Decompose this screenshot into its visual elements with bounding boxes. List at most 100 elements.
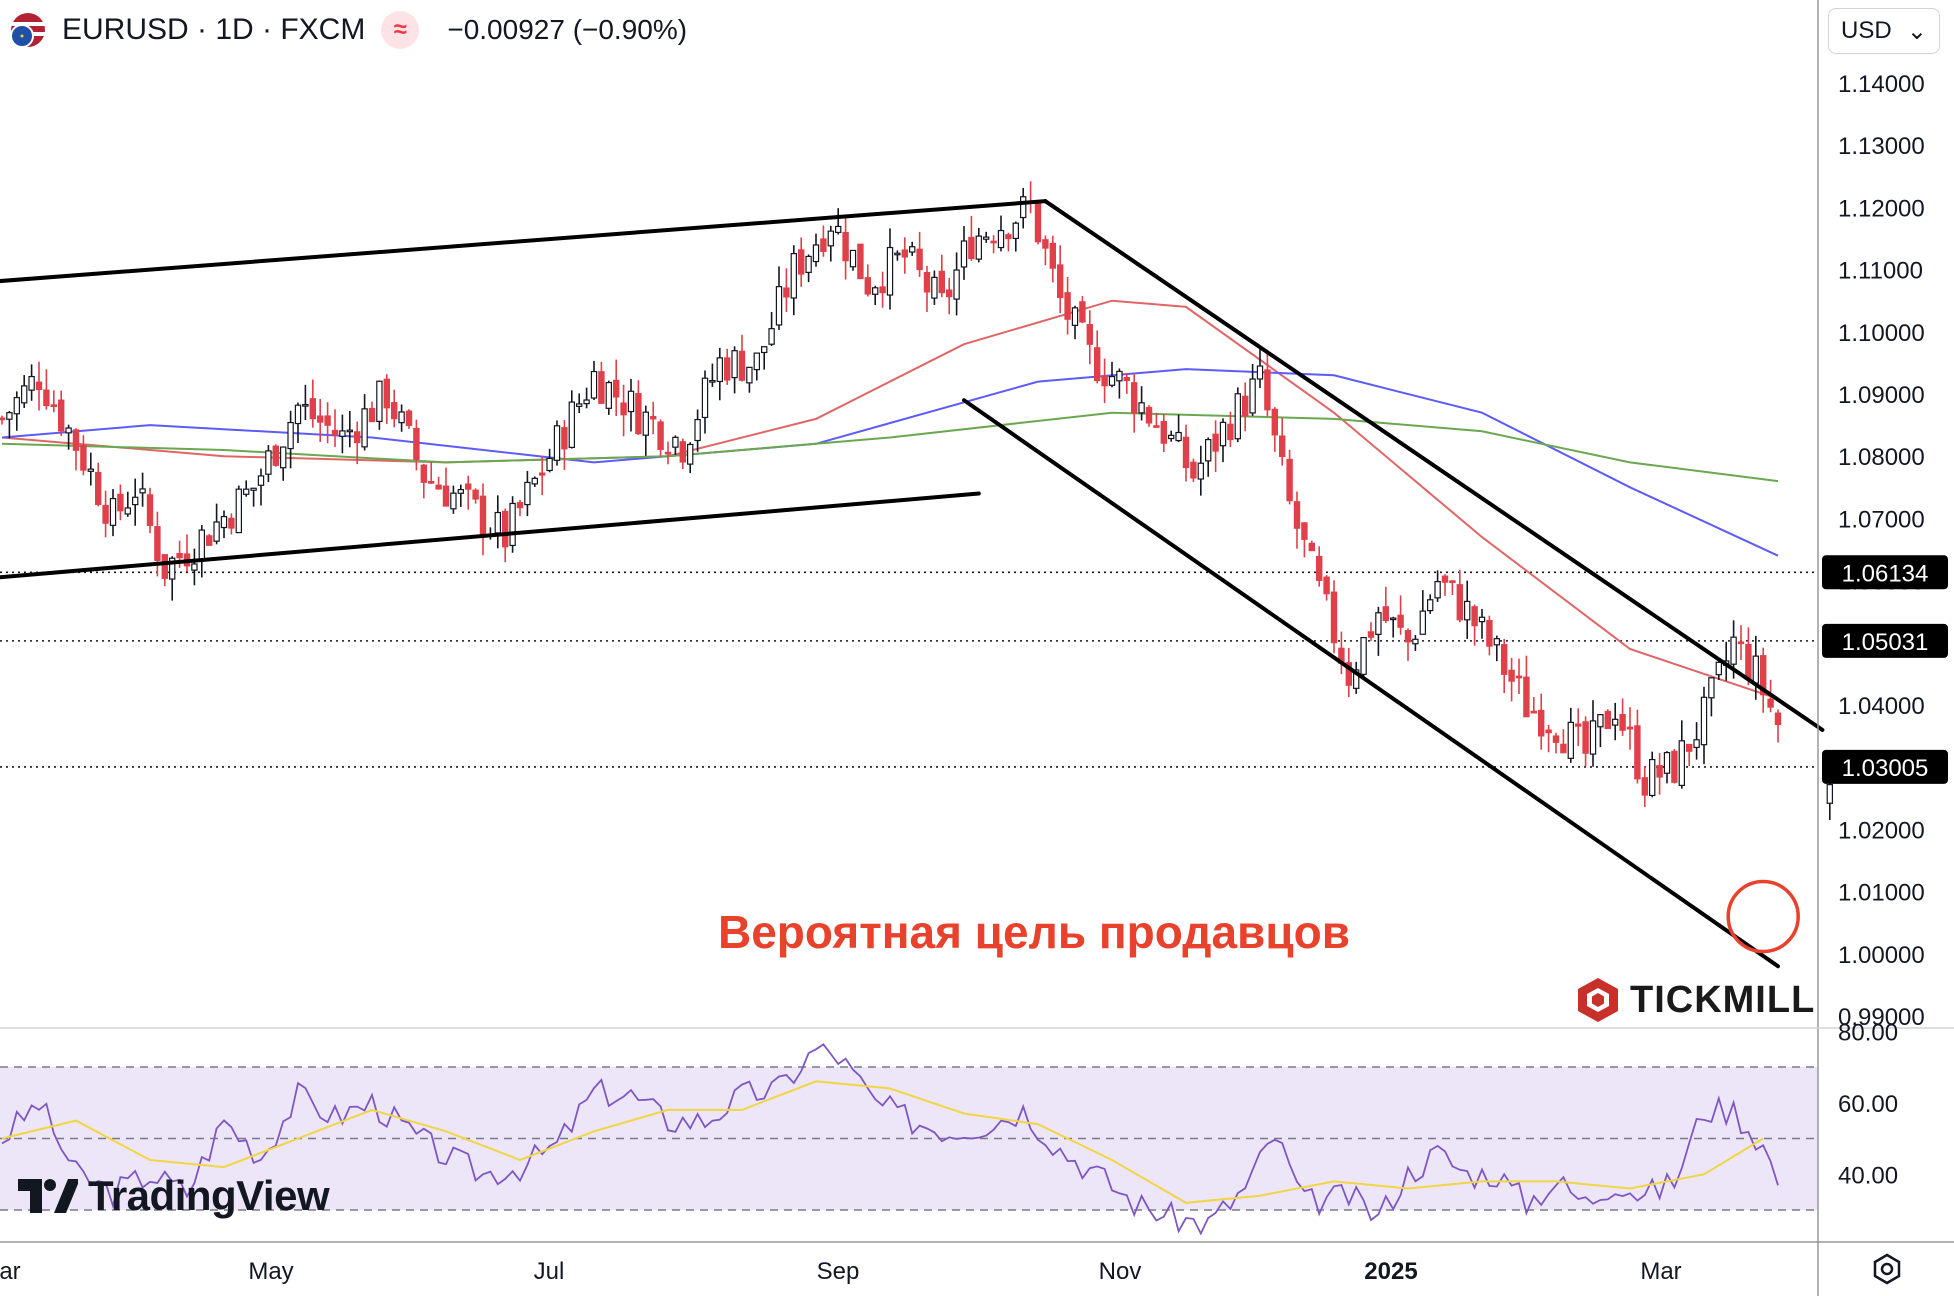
candle-body [102,504,109,524]
time-tick-label: Sep [817,1258,860,1285]
candle-body [465,483,472,490]
candle-body [701,377,709,419]
candle-body [1315,555,1323,581]
candle-body [1678,740,1685,786]
candle-body [1478,616,1486,623]
candle-body [213,521,220,542]
candle-body [331,429,339,436]
settings-icon[interactable] [1870,1252,1904,1286]
candle-body [842,231,849,262]
candle-body [716,357,724,383]
candle-body [1204,438,1212,462]
candle-body [235,488,242,534]
time-tick-label: May [248,1258,293,1285]
rsi-tick-label: 40.00 [1838,1162,1898,1189]
price-tick-label: 1.11000 [1838,258,1923,285]
candle-body [553,425,561,461]
price-tick-label: 1.07000 [1838,506,1925,533]
candle-body [605,381,613,409]
candle-body [1693,739,1700,749]
candle-body [945,289,953,298]
candle-body [250,487,257,491]
candle-body [812,244,820,263]
price-level-label: 1.05031 [1842,629,1929,656]
candle-body [524,481,531,506]
candle-body [13,396,20,415]
rsi-ma-line [1,1080,1764,1204]
candle-body [1441,575,1449,583]
currency-value: USD [1841,17,1892,44]
candle-body [723,357,731,381]
trendline [1043,199,1825,732]
trendline [0,199,1048,284]
candle-body [1560,743,1567,754]
candle-body [1567,721,1574,759]
candle-body [376,380,383,422]
price-tick-label: 1.13000 [1838,133,1925,160]
tradingview-logo[interactable]: TradingView [18,1172,330,1220]
tickmill-logo: TICKMILL [1576,976,1815,1024]
candle-body [1634,725,1641,780]
symbol-title[interactable]: EURUSD · 1D · FXCM [62,13,366,46]
candle-body [1619,713,1626,731]
candle-body [1345,662,1352,686]
candle-body [642,411,650,436]
candle-body [1449,580,1456,583]
candle-body [1708,677,1715,699]
tickmill-logo-icon [1578,978,1618,1022]
candle-body [1056,264,1064,299]
candle-body [627,390,635,413]
candle-body [908,246,916,253]
candle-body [1145,406,1153,424]
candle-body [442,485,450,507]
candle-body [1671,750,1678,783]
time-tick-label: Mar [1640,1258,1681,1285]
candle-body [21,385,28,404]
candle-body [1589,720,1597,755]
candle-body [1486,620,1493,647]
currency-select[interactable]: USD ⌄ [1828,8,1940,54]
trendline [0,491,981,580]
candle-body [1641,777,1648,796]
candle-body [1745,643,1752,680]
candle-body [746,366,753,384]
candle-body [457,489,465,494]
candle-body [6,412,13,420]
candle-body [287,421,294,450]
price-level-box [1822,555,1948,590]
candle-body [435,484,442,490]
candle-body [1219,421,1227,447]
candle-body [1153,425,1160,428]
candle-body [797,249,805,275]
price-tick-label: 0.99000 [1838,1004,1925,1031]
candle-body [272,445,280,466]
candle-body [1663,752,1671,774]
candle-body [87,468,94,472]
tradingview-wordmark: TradingView [88,1172,330,1219]
price-tick-label: 1.01000 [1838,880,1925,907]
candle-body [1130,382,1138,414]
candle-body [1086,324,1093,345]
candle-body [531,477,539,485]
candle-body [391,402,398,420]
candle-body [590,370,598,399]
candle-body [938,270,946,294]
candle-body [975,235,983,260]
price-tick-label: 1.12000 [1838,195,1925,222]
candle-body [1293,501,1301,529]
candle-body [1330,591,1338,644]
candle-body [1611,718,1619,726]
candle-body [1079,301,1086,323]
candle-body [871,287,879,295]
candle-body [1271,408,1278,436]
candle-body [612,379,620,398]
time-tick-label: Jul [534,1258,565,1285]
candle-body [1515,675,1523,679]
candle-body [65,427,72,434]
price-tick-label: 1.14000 [1838,71,1925,98]
candle-body [346,429,354,433]
candle-body [1730,636,1737,665]
approx-icon[interactable]: ≈ [381,11,420,49]
candle-body [982,236,990,240]
